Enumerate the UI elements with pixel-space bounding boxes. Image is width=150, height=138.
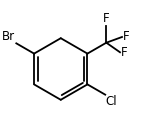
- Text: Cl: Cl: [106, 95, 117, 108]
- Text: F: F: [123, 30, 130, 43]
- Text: F: F: [103, 12, 110, 25]
- Text: Br: Br: [2, 30, 15, 43]
- Text: F: F: [121, 46, 128, 59]
